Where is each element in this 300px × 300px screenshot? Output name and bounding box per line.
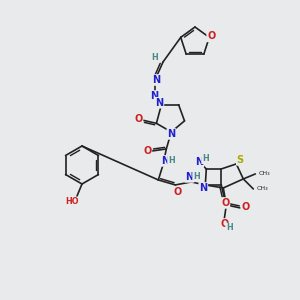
Text: N: N [152,75,160,85]
Text: O: O [143,146,152,156]
Text: CH₃: CH₃ [256,186,268,191]
Text: O: O [221,198,230,208]
Text: S: S [237,155,244,165]
Text: H: H [202,154,209,164]
Text: H: H [168,156,175,165]
Text: O: O [173,187,182,197]
Text: CH₃: CH₃ [258,171,270,176]
Text: N: N [161,156,170,166]
Text: N: N [185,172,194,182]
Text: N: N [155,98,164,108]
Text: N: N [199,183,207,193]
Text: O: O [241,202,249,212]
Text: O: O [134,114,142,124]
Text: N: N [167,129,176,139]
Text: N: N [150,91,158,101]
Text: HO: HO [65,197,79,206]
Text: H: H [226,224,233,232]
Text: H: H [152,53,158,62]
Text: H: H [193,172,200,182]
Text: O: O [220,219,228,229]
Text: O: O [207,32,215,41]
Text: N: N [195,157,203,167]
